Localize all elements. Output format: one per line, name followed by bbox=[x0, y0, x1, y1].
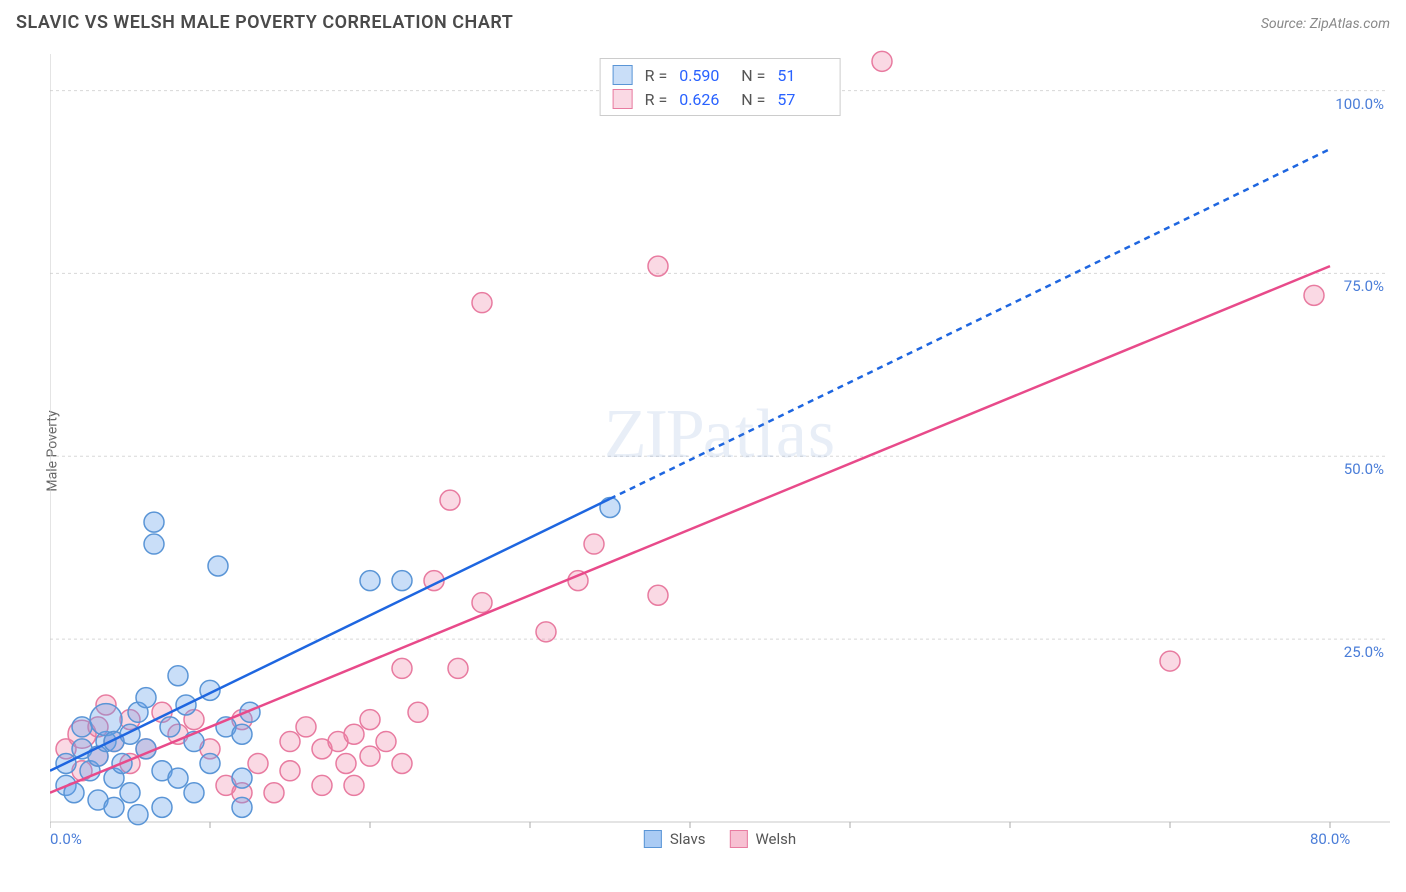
source-attribution: Source: ZipAtlas.com bbox=[1261, 16, 1390, 32]
legend-swatch-slavs bbox=[613, 65, 633, 85]
legend-swatch-welsh bbox=[613, 89, 633, 109]
y-tick-label: 50.0% bbox=[1344, 460, 1384, 478]
legend-bottom-item-slavs: Slavs bbox=[644, 830, 706, 848]
chart-container: Male Poverty ZIPatlas R = 0.590 N = 51 R… bbox=[50, 50, 1390, 852]
legend-n-value-slavs: 51 bbox=[777, 66, 827, 85]
legend-bottom: Slavs Welsh bbox=[644, 830, 796, 848]
legend-r-label: R = bbox=[645, 66, 668, 85]
legend-r-value-welsh: 0.626 bbox=[679, 90, 729, 109]
legend-r-value-slavs: 0.590 bbox=[679, 66, 729, 85]
legend-bottom-swatch-welsh bbox=[729, 830, 747, 848]
x-tick-label: 80.0% bbox=[1310, 830, 1350, 848]
x-tick-label: 0.0% bbox=[50, 830, 82, 848]
legend-top-row-welsh: R = 0.626 N = 57 bbox=[613, 87, 828, 111]
legend-n-label: N = bbox=[741, 90, 765, 109]
y-tick-label: 25.0% bbox=[1344, 643, 1384, 661]
legend-bottom-swatch-slavs bbox=[644, 830, 662, 848]
y-tick-label: 100.0% bbox=[1335, 95, 1384, 113]
legend-n-value-welsh: 57 bbox=[777, 90, 827, 109]
legend-top-row-slavs: R = 0.590 N = 51 bbox=[613, 63, 828, 87]
legend-r-label: R = bbox=[645, 90, 668, 109]
legend-bottom-label-welsh: Welsh bbox=[755, 830, 796, 848]
chart-title: SLAVIC VS WELSH MALE POVERTY CORRELATION… bbox=[16, 12, 513, 33]
legend-bottom-label-slavs: Slavs bbox=[670, 830, 706, 848]
legend-top: R = 0.590 N = 51 R = 0.626 N = 57 bbox=[600, 58, 841, 116]
y-tick-label: 75.0% bbox=[1344, 277, 1384, 295]
chart-svg bbox=[50, 50, 1390, 852]
legend-bottom-item-welsh: Welsh bbox=[729, 830, 796, 848]
legend-n-label: N = bbox=[741, 66, 765, 85]
